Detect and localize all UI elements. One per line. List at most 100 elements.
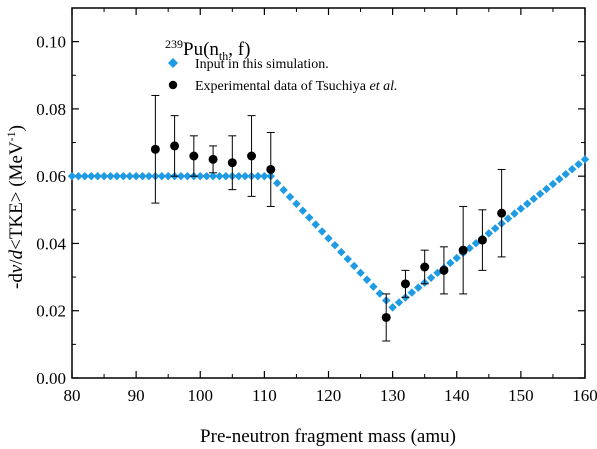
- input-diamond-marker: [208, 171, 218, 181]
- input-diamond-marker: [285, 192, 295, 202]
- input-diamond-marker: [516, 204, 526, 213]
- x-tick-label: 80: [64, 386, 81, 405]
- input-diamond-marker: [138, 171, 147, 181]
- input-diamond-marker: [349, 261, 359, 271]
- input-diamond-marker: [375, 289, 384, 298]
- y-tick-label: 0.02: [36, 302, 66, 321]
- input-diamond-marker: [298, 206, 308, 215]
- legend-experimental-marker: [168, 80, 178, 90]
- input-diamond-marker: [465, 243, 474, 253]
- experimental-point: [170, 141, 180, 151]
- input-diamond-marker: [144, 171, 154, 181]
- input-diamond-marker: [446, 258, 455, 268]
- ylabel-d: d: [6, 249, 27, 259]
- experimental-point: [227, 158, 237, 168]
- ylabel-slash: /: [6, 259, 27, 265]
- legend-experimental-label: Experimental data of Tsuchiya et al.: [195, 79, 397, 94]
- input-diamond-marker: [80, 171, 90, 181]
- input-diamond-marker: [369, 282, 378, 291]
- experimental-point: [439, 265, 449, 275]
- experimental-point: [247, 151, 257, 161]
- input-diamond-marker: [240, 171, 250, 181]
- ylabel-rest: <TKE> (MeV: [6, 141, 27, 250]
- input-diamond-marker: [260, 171, 269, 181]
- annotation-end: , f): [228, 39, 250, 60]
- input-diamond-marker: [362, 275, 372, 284]
- experimental-point: [458, 245, 468, 255]
- input-diamond-marker: [567, 165, 577, 174]
- input-diamond-marker: [99, 171, 109, 181]
- experimental-point: [497, 208, 507, 218]
- experimental-point: [208, 154, 218, 164]
- input-diamond-marker: [388, 303, 397, 312]
- experimental-series: [150, 94, 507, 342]
- input-diamond-marker: [337, 247, 346, 257]
- x-tick-label: 120: [316, 386, 342, 405]
- experimental-point: [477, 235, 487, 245]
- experimental-point: [266, 164, 276, 174]
- y-tick-label: 0.06: [36, 167, 66, 186]
- input-diamond-marker: [119, 171, 128, 181]
- ylabel-close: ): [6, 125, 27, 131]
- input-diamond-marker: [523, 199, 532, 208]
- input-diamond-marker: [67, 171, 77, 181]
- input-diamond-marker: [202, 171, 211, 181]
- legend-input-marker: [168, 58, 178, 68]
- input-diamond-marker: [215, 171, 224, 181]
- input-diamond-marker: [452, 253, 461, 263]
- input-diamond-marker: [125, 171, 134, 181]
- input-diamond-marker: [529, 194, 538, 204]
- input-diamond-marker: [74, 171, 83, 181]
- input-diamond-marker: [343, 254, 352, 264]
- input-diamond-marker: [273, 178, 282, 188]
- x-tick-label: 90: [128, 386, 145, 405]
- y-tick-labels: 0.00 0.02 0.04 0.06 0.08 0.10: [36, 33, 66, 388]
- input-diamond-marker: [305, 213, 314, 222]
- experimental-point: [400, 279, 410, 289]
- legend-experimental-main: Experimental data of Tsuchiya: [195, 79, 369, 94]
- input-diamond-marker: [176, 171, 186, 181]
- input-diamond-marker: [163, 171, 173, 181]
- input-diamond-marker: [157, 171, 166, 181]
- input-diamond-marker: [394, 298, 404, 307]
- experimental-point: [420, 262, 430, 272]
- y-tick-label: 0.04: [36, 234, 66, 253]
- input-diamond-marker: [93, 171, 102, 181]
- input-diamond-marker: [183, 171, 192, 181]
- legend-experimental-italic: et al.: [369, 79, 397, 94]
- y-axis-title: -dν/d<TKE> (MeV-1): [4, 125, 27, 289]
- x-tick-label: 110: [252, 386, 277, 405]
- input-diamond-marker: [491, 224, 500, 233]
- input-diamond-marker: [324, 234, 333, 243]
- annotation-main: Pu(n: [183, 39, 219, 60]
- ylabel-nu: ν: [6, 264, 27, 273]
- annotation-superscript: 239: [165, 37, 183, 51]
- legend: Input in this simulation. Experimental d…: [168, 57, 397, 94]
- input-diamond-marker: [484, 229, 494, 238]
- input-diamond-marker: [112, 171, 122, 181]
- x-tick-label: 150: [508, 386, 534, 405]
- input-diamond-marker: [356, 268, 365, 278]
- annotation-subscript: th: [219, 49, 228, 63]
- ylabel-sup: -1: [4, 131, 18, 141]
- input-diamond-marker: [330, 241, 340, 250]
- experimental-point: [150, 144, 160, 154]
- x-tick-label: 100: [188, 386, 214, 405]
- input-diamond-marker: [279, 185, 288, 195]
- input-diamond-marker: [292, 199, 301, 208]
- x-tick-label: 130: [380, 386, 406, 405]
- input-diamond-marker: [580, 155, 590, 164]
- input-diamond-marker: [414, 283, 423, 292]
- legend-input-label: Input in this simulation.: [195, 57, 329, 72]
- x-tick-label: 140: [444, 386, 470, 405]
- input-diamond-marker: [548, 179, 558, 189]
- y-tick-label: 0.00: [36, 369, 66, 388]
- input-diamond-marker: [535, 189, 545, 199]
- axis-ticks: [71, 7, 586, 379]
- input-diamond-marker: [561, 169, 570, 179]
- input-diamond-marker: [407, 288, 417, 297]
- input-series: [67, 155, 590, 312]
- x-tick-label: 160: [572, 386, 597, 405]
- input-diamond-marker: [555, 174, 564, 184]
